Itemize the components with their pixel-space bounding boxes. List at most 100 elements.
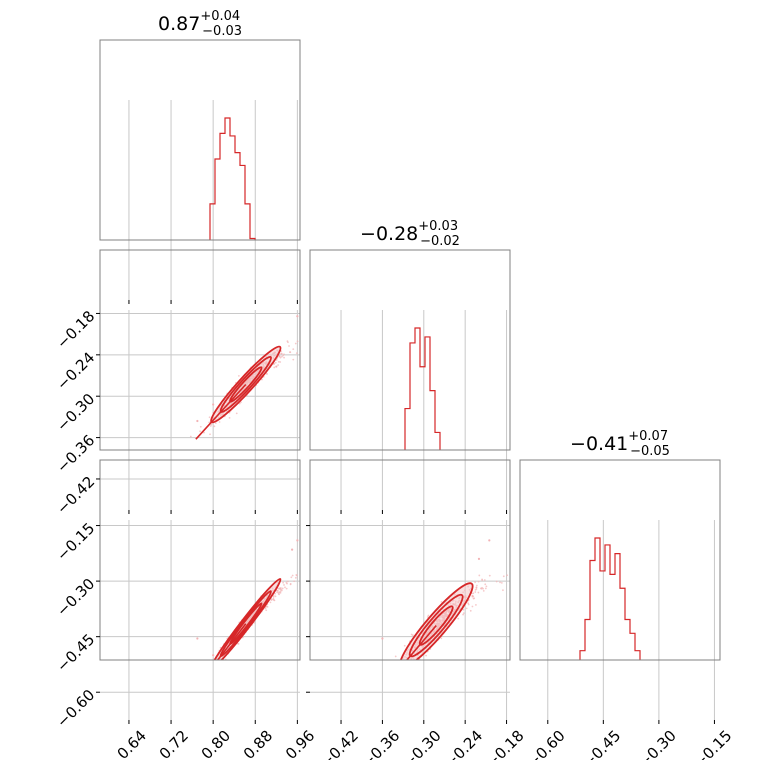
scatter-point [285,587,288,590]
scatter-point [475,586,478,589]
scatter-point [211,668,213,670]
scatter-point [203,678,205,680]
panel-hist-2 [519,459,721,720]
scatter-point [477,580,480,583]
scatter-point [481,579,484,582]
scatter-point [199,430,201,433]
scatter-point [386,670,388,672]
scatter-point [303,566,305,568]
scatter-point [206,677,208,679]
scatter-point [407,671,409,673]
scatter-point [279,586,282,589]
scatter-point [395,669,397,671]
scatter-point [471,605,474,608]
scatter-point [272,597,275,600]
scatter-point [502,575,505,578]
panel-frame [99,249,301,451]
scatter-point [440,637,443,640]
scatter-point [218,421,221,423]
panel-frame [99,39,301,241]
scatter-point [277,587,280,590]
panel-scatter-0-2 [99,459,307,720]
scatter-point [484,583,487,586]
scatter-point [221,660,223,662]
scatter-point [289,583,292,586]
scatter-point [409,660,411,662]
x-tick-label: −0.15 [690,727,735,760]
title-0-plus: +0.04 [200,9,240,24]
scatter-point [393,681,395,683]
scatter-point [200,686,202,688]
scatter-point [462,612,465,614]
scatter-point [274,592,276,595]
scatter-outlier [196,637,199,640]
scatter-point [500,581,503,584]
scatter-point [412,634,414,637]
scatter-point [475,604,477,606]
scatter-point [457,617,460,620]
x-tick-label: −0.36 [358,727,403,760]
y-tick-label: −0.15 [53,519,98,564]
scatter-point [305,571,307,573]
y-tick-label: −0.30 [53,390,98,435]
scatter-point [410,669,412,671]
scatter-point [481,586,483,589]
scatter-point [483,579,486,581]
y-tick-label: −0.45 [53,630,98,675]
scatter-point [209,433,211,436]
scatter-point [403,666,405,668]
scatter-point [237,375,240,377]
scatter-point [291,574,294,577]
scatter-point [280,352,283,355]
title-param-0: 0.87+0.04 −0.03 [158,9,242,39]
x-tick-label: −0.42 [317,727,362,760]
title-2-minus: −0.05 [630,444,670,459]
title-2-median: −0.41 [570,433,628,455]
scatter-point [209,667,211,669]
scatter-point [295,352,298,355]
scatter-point [462,613,464,616]
scatter-outlier [477,557,481,560]
scatter-outlier [416,676,418,678]
scatter-point [209,425,212,427]
scatter-point [218,663,220,665]
scatter-outlier [488,539,491,542]
scatter-outlier [333,661,335,663]
scatter-point [396,667,398,669]
y-tick-label: −0.36 [53,431,98,476]
scatter-point [403,644,406,647]
x-tick-label: −0.45 [579,727,624,760]
x-tick-label: −0.18 [482,727,527,760]
title-param-1: −0.28+0.03 −0.02 [360,219,460,249]
scatter-point [474,591,477,593]
scatter-point [214,662,216,664]
scatter-point [186,698,188,700]
axis-ticks [96,300,715,724]
scatter-point [277,590,279,592]
histogram-step [579,537,641,660]
panel-frame [99,459,301,661]
title-0-minus: −0.03 [202,24,242,39]
scatter-point [276,591,279,594]
scatter-point [395,675,397,677]
scatter-point [279,361,282,363]
scatter-point [294,576,297,579]
scatter-point [402,670,404,672]
scatter-point [408,669,410,671]
scatter-point [482,589,485,592]
scatter-point [477,591,480,594]
scatter-point [284,586,286,589]
scatter-point [410,633,413,636]
scatter-point [274,361,277,364]
scatter-point [206,673,208,675]
scatter-point [307,339,309,341]
scatter-point [189,435,192,438]
scatter-point [265,605,268,608]
scatter-outlier [296,315,299,318]
scatter-point [426,616,429,618]
title-1-minus: −0.02 [420,234,460,249]
scatter-point [289,351,292,354]
scatter-point [425,654,427,657]
scatter-point [273,599,275,601]
scatter-point [208,421,211,424]
